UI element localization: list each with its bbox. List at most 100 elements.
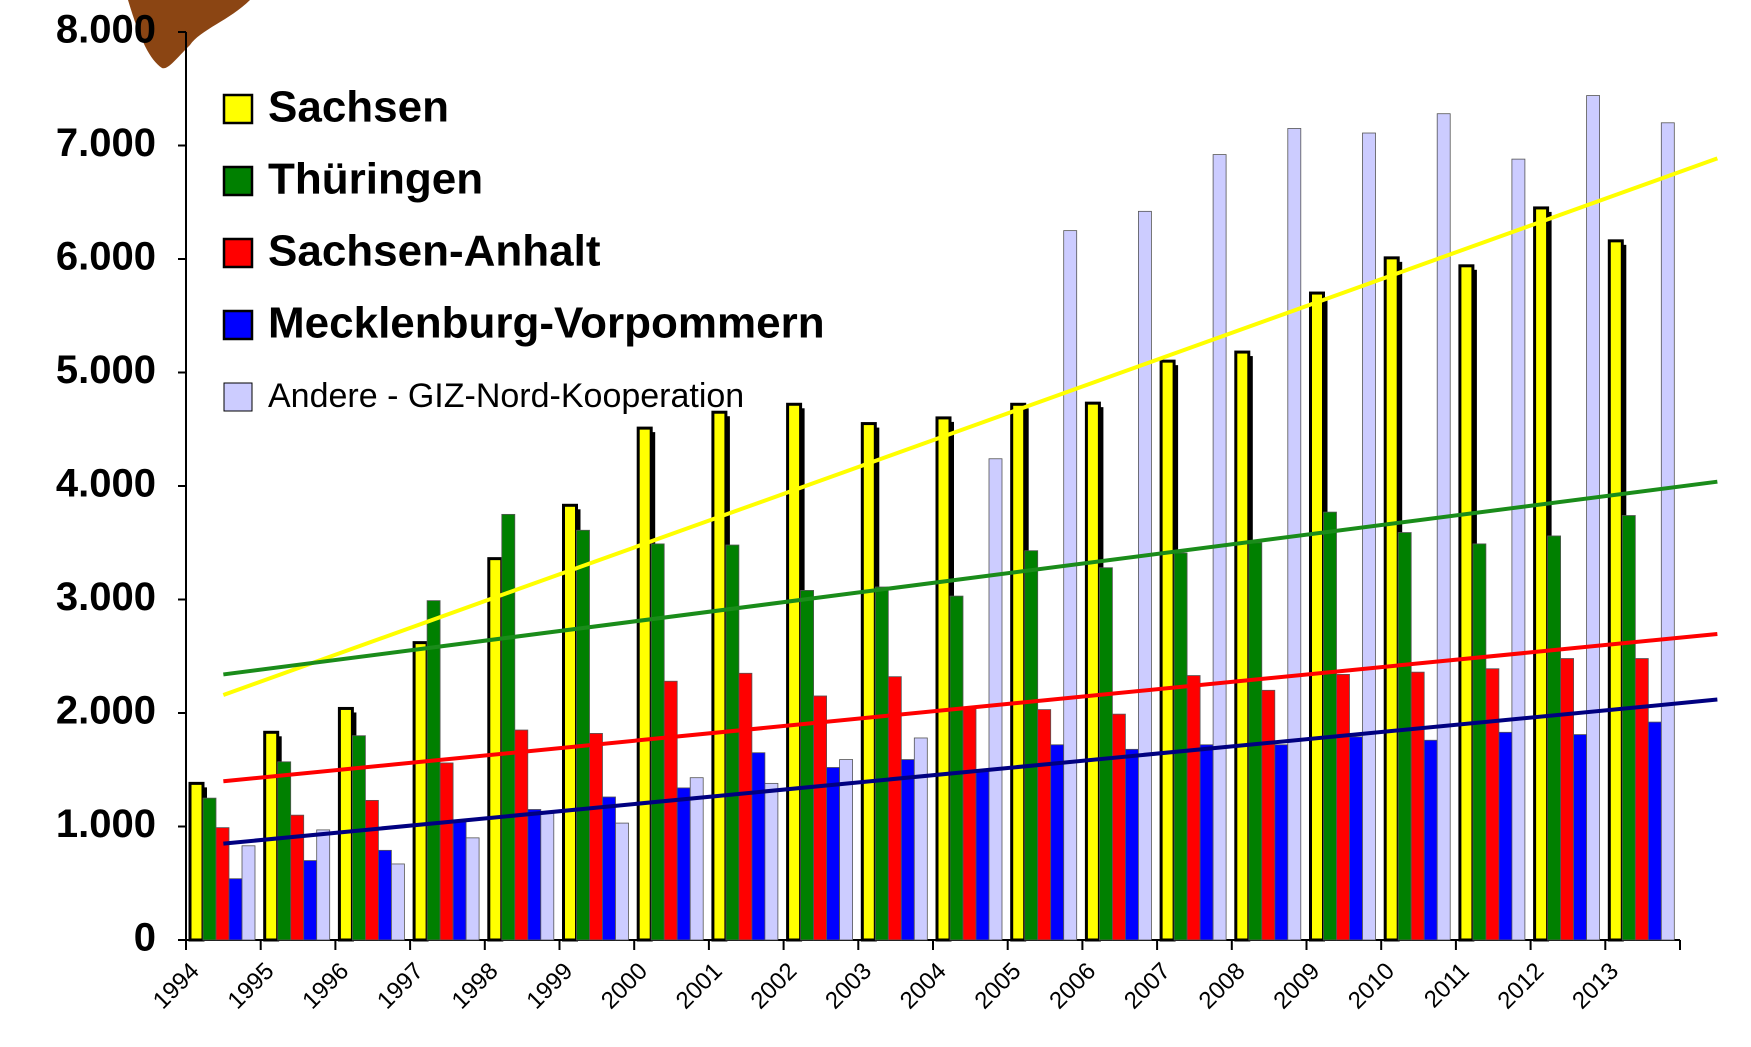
- bar: [1125, 749, 1138, 940]
- bar: [765, 783, 778, 940]
- bar: [1249, 543, 1262, 940]
- x-tick-label: 2000: [596, 958, 653, 1015]
- bar: [1437, 114, 1450, 940]
- x-tick-label: 1999: [521, 958, 578, 1015]
- bar: [203, 798, 216, 940]
- bar: [466, 838, 479, 940]
- bar: [453, 821, 466, 940]
- x-tick-label: 2013: [1567, 958, 1624, 1015]
- y-tick-label: 0: [134, 916, 156, 960]
- bar: [1038, 710, 1051, 940]
- bar: [541, 813, 554, 940]
- x-tick-label: 2003: [820, 958, 877, 1015]
- chart: 01.0002.0003.0004.0005.0006.0007.0008.00…: [0, 0, 1751, 1047]
- bar: [1548, 536, 1561, 940]
- x-tick-label: 2007: [1119, 958, 1176, 1015]
- x-tick-label: 2006: [1044, 958, 1101, 1015]
- bar: [901, 760, 914, 940]
- legend-label: Andere - GIZ-Nord-Kooperation: [268, 377, 744, 415]
- bar: [378, 850, 391, 940]
- bar: [1161, 361, 1174, 940]
- x-tick-label: 2005: [970, 958, 1027, 1015]
- x-tick-label: 1998: [447, 958, 504, 1015]
- legend-swatch: [224, 167, 252, 195]
- bar: [840, 760, 853, 940]
- bar: [788, 404, 801, 940]
- legend-label: Sachsen-Anhalt: [268, 227, 601, 276]
- bar: [1561, 659, 1574, 940]
- bar: [1535, 208, 1548, 940]
- bar: [1112, 714, 1125, 940]
- bar: [242, 846, 255, 940]
- bar: [1051, 745, 1064, 940]
- bar: [1574, 735, 1587, 940]
- bar: [1350, 737, 1363, 940]
- bar: [1635, 659, 1648, 940]
- bar: [427, 601, 440, 940]
- bar: [690, 778, 703, 940]
- legend-label: Thüringen: [268, 155, 483, 204]
- legend-swatch: [224, 311, 252, 339]
- bar: [603, 797, 616, 940]
- y-tick-label: 7.000: [56, 121, 156, 165]
- bar: [590, 733, 603, 940]
- bar: [1609, 241, 1622, 940]
- bar: [1012, 404, 1025, 940]
- bar: [616, 823, 629, 940]
- bar: [502, 514, 515, 940]
- x-tick-label: 1997: [372, 958, 429, 1015]
- bar: [365, 800, 378, 940]
- legend-swatch: [224, 95, 252, 123]
- bar: [1587, 96, 1600, 940]
- trendline: [223, 482, 1717, 675]
- x-tick-label: 2009: [1268, 958, 1325, 1015]
- bar: [862, 424, 875, 940]
- bar: [950, 596, 963, 940]
- bar: [1099, 568, 1112, 940]
- bar: [1262, 690, 1275, 940]
- x-tick-label: 1995: [223, 958, 280, 1015]
- bar: [1324, 512, 1337, 940]
- bar: [989, 459, 1002, 940]
- bar: [677, 788, 690, 940]
- bar: [190, 783, 203, 940]
- x-tick-label: 1994: [148, 958, 205, 1015]
- bar: [1385, 258, 1398, 940]
- bar: [713, 412, 726, 940]
- y-tick-label: 6.000: [56, 235, 156, 279]
- bar: [914, 738, 927, 940]
- bar: [265, 732, 278, 940]
- y-tick-label: 1.000: [56, 802, 156, 846]
- bar: [317, 830, 330, 940]
- bar: [1661, 123, 1674, 940]
- bar: [1025, 551, 1038, 940]
- bar: [1398, 533, 1411, 940]
- bar: [1473, 544, 1486, 940]
- bar: [1499, 732, 1512, 940]
- bar: [1200, 745, 1213, 940]
- x-tick-label: 2001: [671, 958, 728, 1015]
- y-tick-label: 5.000: [56, 348, 156, 392]
- bar: [1187, 676, 1200, 940]
- bar: [664, 681, 677, 940]
- bar: [414, 643, 427, 940]
- bar: [391, 864, 404, 940]
- y-tick-label: 2.000: [56, 689, 156, 733]
- x-tick-label: 2008: [1194, 958, 1251, 1015]
- bar: [963, 707, 976, 940]
- bar: [814, 696, 827, 940]
- bar: [1311, 293, 1324, 940]
- bar: [1486, 669, 1499, 940]
- legend-swatch: [224, 383, 252, 411]
- bar: [1174, 553, 1187, 940]
- bar: [291, 815, 304, 940]
- bar: [1460, 266, 1473, 940]
- bar: [1064, 231, 1077, 940]
- bar: [339, 708, 352, 940]
- bar: [937, 418, 950, 940]
- bar: [976, 770, 989, 940]
- y-tick-label: 4.000: [56, 462, 156, 506]
- bar: [1411, 672, 1424, 940]
- bar: [304, 861, 317, 940]
- bar: [515, 730, 528, 940]
